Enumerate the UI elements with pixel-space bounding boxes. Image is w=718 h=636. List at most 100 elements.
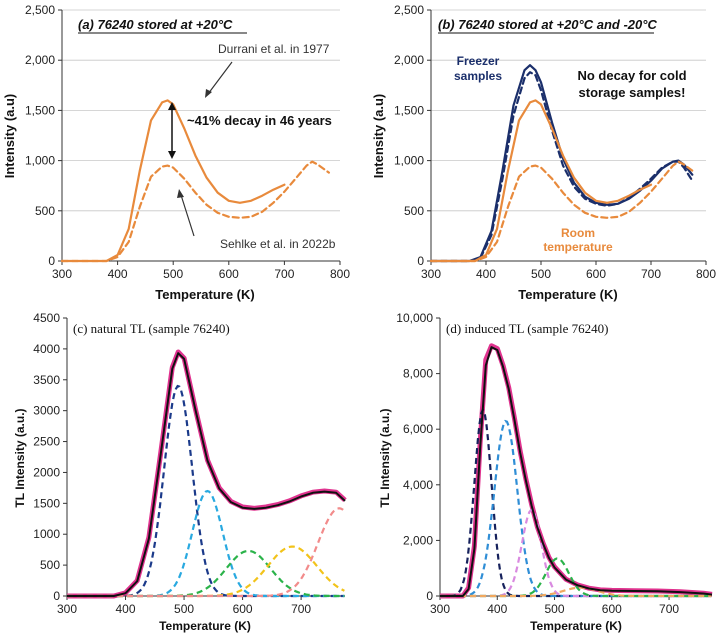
x-tick-label: 500: [174, 602, 194, 616]
panel-d-x-label: Temperature (K): [530, 619, 622, 633]
panel-c-x-label: Temperature (K): [159, 619, 251, 633]
x-tick-label: 300: [52, 267, 72, 281]
panel-b-gridlines: [431, 9, 706, 212]
x-tick-label: 400: [476, 267, 496, 281]
x-tick-label: 600: [602, 602, 622, 616]
y-tick-label: 6,000: [403, 422, 433, 436]
y-tick-label: 3000: [33, 404, 60, 418]
component-peak-4: [440, 586, 712, 598]
x-tick-label: 600: [219, 267, 239, 281]
series-line-3: [429, 160, 697, 263]
series-line-1: [60, 160, 330, 263]
component-peak-1: [67, 489, 345, 598]
x-tick-label: 800: [330, 267, 350, 281]
annotation-freezer-1: Freezer: [457, 54, 500, 68]
y-tick-label: 0: [53, 589, 60, 603]
y-tick-label: 2000: [33, 465, 60, 479]
panel-b-series: [429, 64, 697, 263]
arrow-durrani: [207, 61, 233, 95]
component-peak-4: [67, 507, 346, 598]
panel-a-series: [60, 99, 330, 263]
panel-a-x-label: Temperature (K): [155, 287, 254, 302]
panel-c-y-ticks: 0 500 1000 1500 2000 2500 3000 3500 4000 4500: [33, 311, 67, 603]
panel-b-y-label: Intensity (a.u): [371, 94, 386, 179]
y-tick-label: 2500: [33, 435, 60, 449]
panel-c-series: [67, 349, 347, 599]
annotation-freezer-2: samples: [454, 69, 502, 83]
y-tick-label: 3500: [33, 373, 60, 387]
x-tick-label: 300: [57, 602, 77, 616]
annotation-durrani: Durrani et al. in 1977: [218, 42, 330, 56]
y-tick-label: 8,000: [403, 367, 433, 381]
annotation-room-1: Room: [561, 226, 595, 240]
x-tick-label: 400: [487, 602, 507, 616]
panel-b-x-ticks: 300 400 500 600 700 800: [421, 261, 716, 281]
panel-d: 0 2,000 4,000 6,000 8,000 10,000 300 400 500 600…: [378, 311, 713, 633]
y-tick-label: 1,000: [25, 154, 55, 168]
panel-d-title: (d) induced TL (sample 76240): [446, 321, 608, 336]
y-tick-label: 2,000: [394, 53, 424, 67]
panel-d-y-label: TL Intensity (a.u.): [378, 408, 392, 507]
decay-arrow-head-down: [168, 151, 176, 159]
x-tick-label: 500: [545, 602, 565, 616]
measured-curve: [440, 343, 713, 599]
panel-b-title: (b) 76240 stored at +20°C and -20°C: [438, 17, 657, 32]
panel-a-x-ticks: 300 400 500 600 700 800: [52, 261, 350, 281]
annotation-room-2: temperature: [543, 240, 613, 254]
series-line-0: [60, 99, 286, 263]
y-tick-label: 2,500: [394, 3, 424, 17]
x-tick-label: 400: [108, 267, 128, 281]
y-tick-label: 4500: [33, 311, 60, 325]
x-tick-label: 700: [291, 602, 311, 616]
panel-b: 0 500 1,000 1,500 2,000 2,500 300 400 500 600 700…: [371, 3, 716, 302]
x-tick-label: 500: [163, 267, 183, 281]
y-tick-label: 2,000: [25, 53, 55, 67]
x-tick-label: 300: [421, 267, 441, 281]
x-tick-label: 700: [659, 602, 679, 616]
y-tick-label: 1,500: [25, 103, 55, 117]
component-peak-2: [67, 549, 345, 598]
arrow-sehlke-head: [177, 189, 184, 198]
panel-b-y-ticks: 0 500 1,000 1,500 2,000 2,500: [394, 3, 431, 268]
series-line-1: [429, 71, 694, 263]
y-tick-label: 500: [40, 558, 60, 572]
panel-a-title: (a) 76240 stored at +20°C: [78, 17, 233, 32]
y-tick-label: 4000: [33, 342, 60, 356]
panel-a-y-ticks: 0 500 1,000 1,500 2,000 2,500: [25, 3, 62, 268]
y-tick-label: 2,000: [403, 533, 433, 547]
y-tick-label: 10,000: [396, 311, 433, 325]
y-tick-label: 500: [404, 204, 424, 218]
panel-c-x-ticks: 300 400 500 600 700: [57, 596, 311, 616]
x-tick-label: 700: [274, 267, 294, 281]
y-tick-label: 500: [35, 204, 55, 218]
fit-curve: [67, 352, 346, 597]
y-tick-label: 0: [417, 254, 424, 268]
x-tick-label: 300: [430, 602, 450, 616]
fit-curve: [440, 346, 713, 597]
x-tick-label: 600: [233, 602, 253, 616]
annotation-no-decay-2: storage samples!: [579, 85, 686, 100]
x-tick-label: 400: [116, 602, 136, 616]
annotation-sehlke: Sehlke et al. in 2022b: [220, 237, 336, 251]
y-tick-label: 2,500: [25, 3, 55, 17]
decay-arrow-head-up: [168, 102, 176, 110]
panel-c: 0 500 1000 1500 2000 2500 3000 3500 4000 4500 300…: [13, 311, 347, 633]
y-tick-label: 1500: [33, 496, 60, 510]
measured-curve: [67, 349, 347, 599]
y-tick-label: 0: [426, 589, 433, 603]
panel-c-title: (c) natural TL (sample 76240): [73, 321, 230, 336]
arrow-sehlke: [180, 194, 195, 237]
panel-d-y-ticks: 0 2,000 4,000 6,000 8,000 10,000: [396, 311, 440, 603]
panel-a-y-label: Intensity (a.u): [2, 94, 17, 179]
panel-a-gridlines: [62, 9, 340, 212]
x-tick-label: 500: [531, 267, 551, 281]
y-tick-label: 1000: [33, 527, 60, 541]
x-tick-label: 700: [641, 267, 661, 281]
panel-c-y-label: TL Intensity (a.u.): [13, 408, 27, 507]
panel-d-series: [440, 343, 713, 599]
arrow-durrani-head: [205, 89, 212, 98]
x-tick-label: 800: [696, 267, 716, 281]
y-tick-label: 0: [48, 254, 55, 268]
y-tick-label: 4,000: [403, 478, 433, 492]
annotation-decay: ~41% decay in 46 years: [187, 113, 332, 128]
